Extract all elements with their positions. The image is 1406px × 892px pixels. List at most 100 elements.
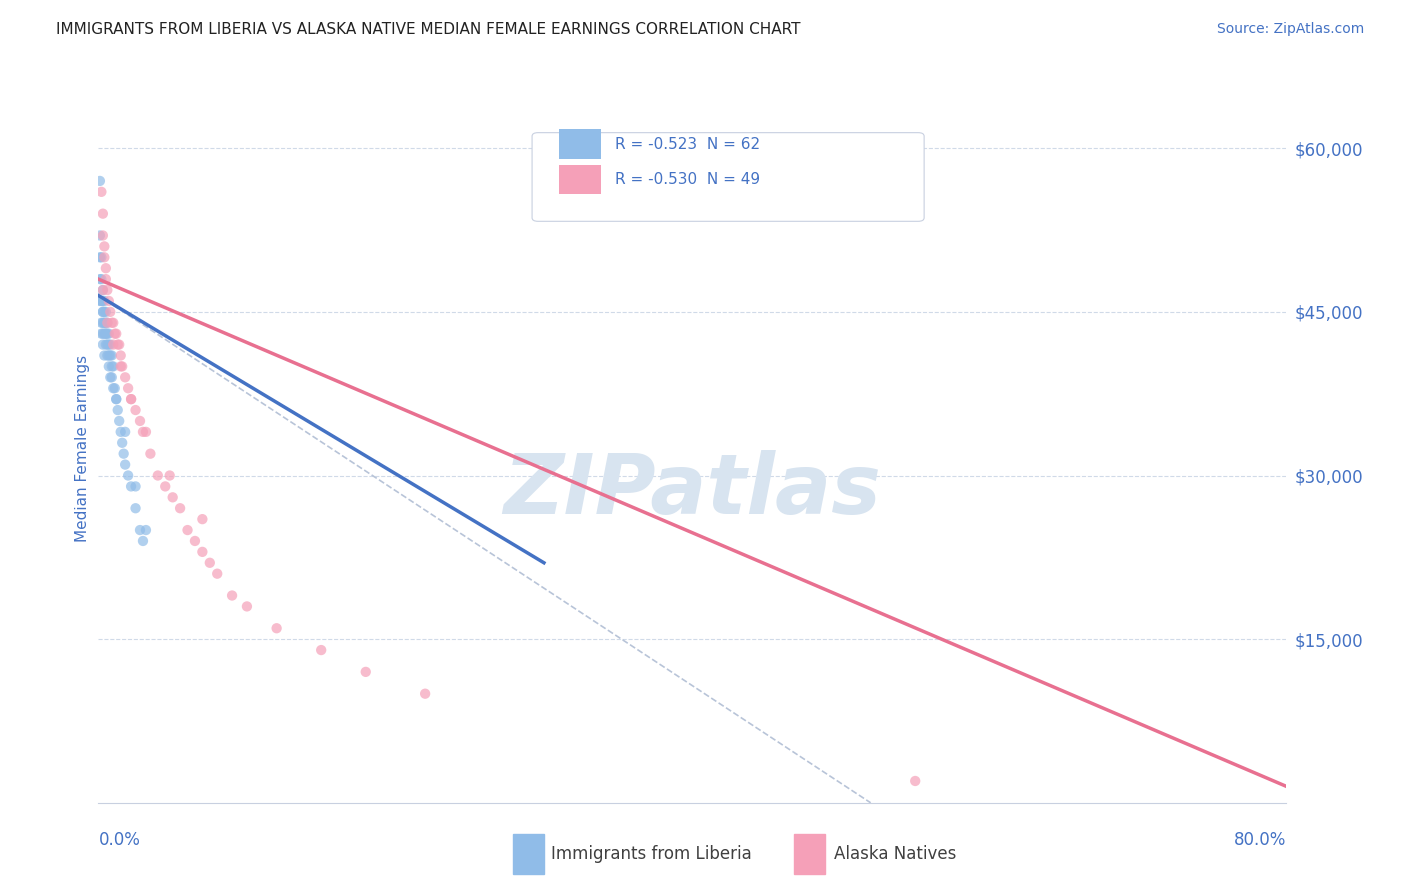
- Point: [191, 512, 214, 526]
- Point: [124, 479, 146, 493]
- Point: [93, 316, 115, 330]
- Point: [184, 533, 207, 548]
- Point: [135, 425, 157, 439]
- Point: [114, 370, 136, 384]
- Point: [132, 425, 155, 439]
- Text: 80.0%: 80.0%: [1234, 831, 1286, 849]
- Point: [111, 435, 134, 450]
- Point: [89, 293, 111, 308]
- Point: [221, 589, 243, 603]
- Point: [110, 359, 132, 374]
- Point: [129, 414, 152, 428]
- Point: [169, 501, 191, 516]
- Point: [91, 337, 114, 351]
- Point: [94, 305, 117, 319]
- Point: [97, 293, 120, 308]
- Point: [94, 326, 117, 341]
- Y-axis label: Median Female Earnings: Median Female Earnings: [75, 355, 90, 541]
- Point: [105, 326, 128, 341]
- Point: [93, 316, 115, 330]
- Point: [112, 447, 135, 461]
- Point: [198, 556, 221, 570]
- Point: [103, 381, 125, 395]
- Point: [104, 326, 127, 341]
- Point: [108, 337, 131, 351]
- Point: [96, 283, 118, 297]
- Point: [146, 468, 169, 483]
- Point: [132, 533, 155, 548]
- Point: [96, 316, 118, 330]
- Point: [155, 479, 177, 493]
- Text: IMMIGRANTS FROM LIBERIA VS ALASKA NATIVE MEDIAN FEMALE EARNINGS CORRELATION CHAR: IMMIGRANTS FROM LIBERIA VS ALASKA NATIVE…: [56, 22, 801, 37]
- Point: [89, 228, 111, 243]
- Point: [93, 326, 115, 341]
- Point: [98, 370, 121, 384]
- Point: [90, 293, 112, 308]
- Point: [90, 293, 112, 308]
- Point: [90, 316, 112, 330]
- Point: [94, 272, 117, 286]
- Point: [91, 207, 114, 221]
- Point: [159, 468, 181, 483]
- Point: [162, 491, 184, 505]
- FancyBboxPatch shape: [531, 133, 924, 221]
- Point: [89, 272, 111, 286]
- Point: [91, 228, 114, 243]
- Point: [91, 326, 114, 341]
- Point: [111, 359, 134, 374]
- Point: [91, 316, 114, 330]
- Point: [120, 392, 142, 406]
- Point: [94, 337, 117, 351]
- Point: [904, 774, 927, 789]
- Point: [89, 174, 111, 188]
- Point: [114, 425, 136, 439]
- Point: [191, 545, 214, 559]
- Point: [135, 523, 157, 537]
- Point: [117, 381, 139, 395]
- Bar: [513, 834, 544, 874]
- Point: [98, 349, 121, 363]
- Point: [129, 523, 152, 537]
- Point: [110, 425, 132, 439]
- Point: [91, 293, 114, 308]
- Point: [96, 337, 118, 351]
- Point: [96, 326, 118, 341]
- Point: [354, 665, 377, 679]
- Text: Source: ZipAtlas.com: Source: ZipAtlas.com: [1216, 22, 1364, 37]
- Point: [176, 523, 198, 537]
- Point: [207, 566, 229, 581]
- Point: [110, 349, 132, 363]
- Point: [120, 392, 142, 406]
- Point: [105, 392, 128, 406]
- Point: [90, 185, 112, 199]
- Text: Immigrants from Liberia: Immigrants from Liberia: [551, 846, 752, 863]
- Point: [139, 447, 162, 461]
- Point: [117, 468, 139, 483]
- Point: [97, 359, 120, 374]
- Point: [101, 359, 124, 374]
- Point: [98, 337, 121, 351]
- Point: [101, 316, 124, 330]
- Bar: [560, 129, 600, 159]
- Point: [98, 305, 121, 319]
- Point: [124, 501, 146, 516]
- Point: [309, 643, 332, 657]
- Point: [97, 349, 120, 363]
- Text: R = -0.530  N = 49: R = -0.530 N = 49: [616, 172, 761, 187]
- Point: [97, 337, 120, 351]
- Point: [96, 349, 118, 363]
- Point: [90, 250, 112, 264]
- Point: [93, 293, 115, 308]
- Point: [94, 316, 117, 330]
- Point: [93, 250, 115, 264]
- Point: [413, 687, 436, 701]
- Point: [97, 326, 120, 341]
- Point: [103, 316, 125, 330]
- Point: [103, 359, 125, 374]
- Point: [266, 621, 288, 635]
- Text: R = -0.523  N = 62: R = -0.523 N = 62: [616, 136, 761, 152]
- Point: [91, 283, 114, 297]
- Point: [236, 599, 259, 614]
- Point: [107, 337, 129, 351]
- Point: [107, 403, 129, 417]
